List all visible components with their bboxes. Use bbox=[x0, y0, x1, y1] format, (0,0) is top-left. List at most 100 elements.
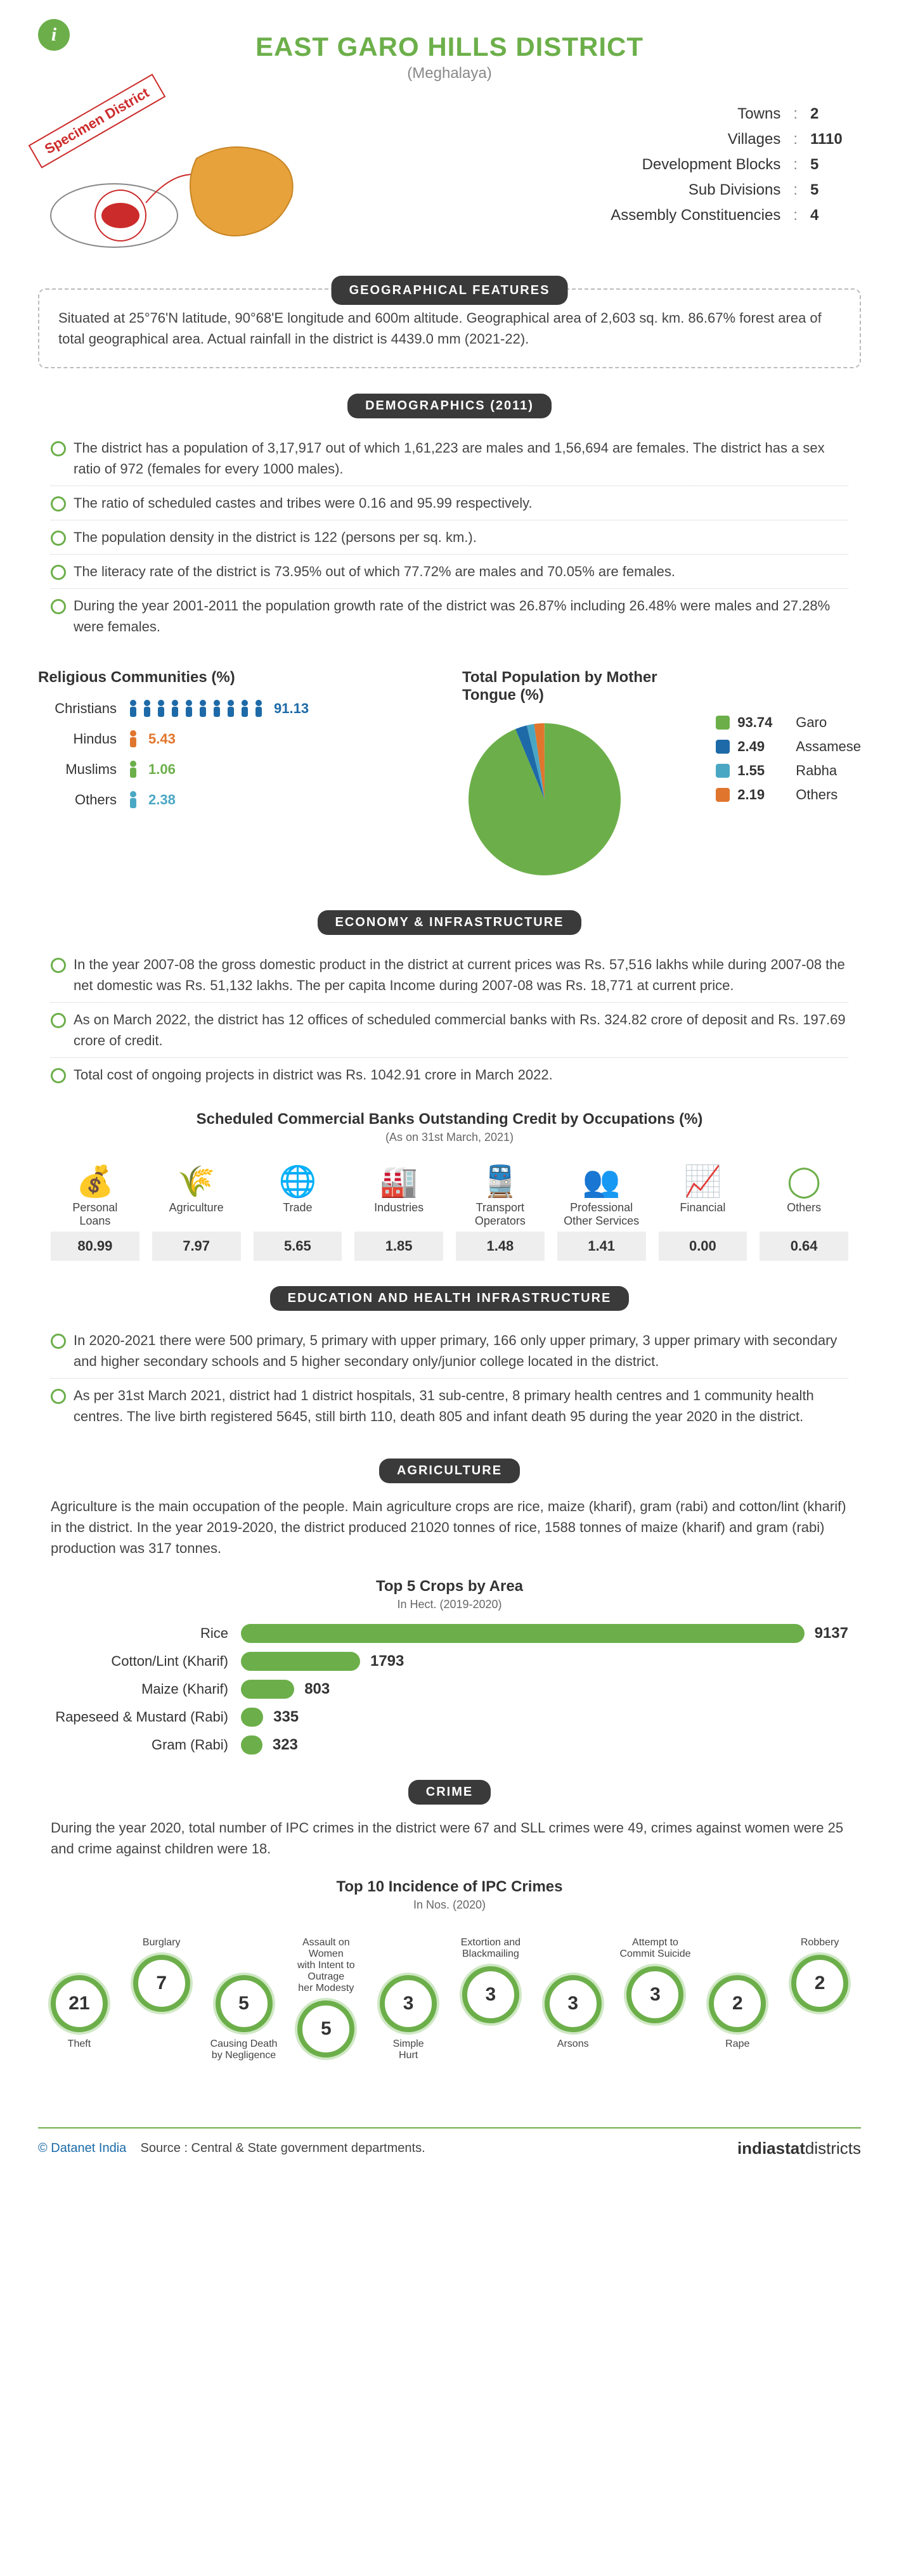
bullet-item: The population density in the district i… bbox=[51, 520, 848, 555]
pictogram-value: 91.13 bbox=[274, 700, 309, 717]
bar-label: Rice bbox=[51, 1625, 241, 1642]
crime-chain-title: Top 10 Incidence of IPC Crimes bbox=[38, 1878, 861, 1896]
pictogram-label: Christians bbox=[38, 700, 127, 717]
credit-label: Financial bbox=[659, 1201, 747, 1232]
agri-icon: 🌾 bbox=[152, 1163, 241, 1201]
credit-value: 7.97 bbox=[152, 1232, 241, 1261]
bar-value: 1793 bbox=[370, 1652, 404, 1670]
credit-cell: 🌐Trade5.65 bbox=[254, 1163, 342, 1261]
credit-cell: 🏭Industries1.85 bbox=[354, 1163, 443, 1261]
person-icon bbox=[197, 699, 209, 718]
industry-icon: 🏭 bbox=[354, 1163, 443, 1201]
crime-circle: 3 bbox=[462, 1966, 519, 2023]
credit-cell: ◯Others0.64 bbox=[760, 1163, 848, 1261]
bar-row: Cotton/Lint (Kharif)1793 bbox=[51, 1652, 848, 1671]
prof-icon: 👥 bbox=[557, 1163, 646, 1201]
credit-value: 0.00 bbox=[659, 1232, 747, 1261]
credit-label: Industries bbox=[354, 1201, 443, 1232]
legend-swatch bbox=[716, 764, 730, 778]
district-title: EAST GARO HILLS DISTRICT bbox=[38, 32, 861, 62]
legend-label: Rabha bbox=[796, 763, 837, 779]
others-icon: ◯ bbox=[760, 1163, 848, 1201]
person-icon bbox=[183, 699, 195, 718]
legend-label: Garo bbox=[796, 714, 827, 731]
stat-value: 5 bbox=[810, 156, 861, 174]
agriculture-text: Agriculture is the main occupation of th… bbox=[38, 1496, 861, 1559]
stat-row: Villages:1110 bbox=[330, 127, 861, 152]
bullet-item: In the year 2007-08 the gross domestic p… bbox=[51, 948, 848, 1003]
crime-node: 3Arsons bbox=[532, 1937, 614, 2050]
mothertongue-pie: Total Population by Mother Tongue (%) bbox=[462, 669, 701, 885]
crime-label: Extortion and Blackmailing bbox=[450, 1937, 532, 1960]
crime-node: Burglary7 bbox=[120, 1937, 203, 2050]
person-icon bbox=[252, 699, 265, 718]
pictogram-row: Muslims1.06 bbox=[38, 760, 437, 779]
mothertongue-col: Total Population by Mother Tongue (%) 93… bbox=[462, 669, 861, 885]
credit-label: Agriculture bbox=[152, 1201, 241, 1232]
economy-bullets: In the year 2007-08 the gross domestic p… bbox=[38, 948, 861, 1092]
stat-row: Development Blocks:5 bbox=[330, 152, 861, 177]
credit-value: 1.48 bbox=[456, 1232, 545, 1261]
bullet-item: The literacy rate of the district is 73.… bbox=[51, 555, 848, 589]
bullet-item: As per 31st March 2021, district had 1 d… bbox=[51, 1379, 848, 1433]
trade-icon: 🌐 bbox=[254, 1163, 342, 1201]
pictogram-row: Christians 91.13 bbox=[38, 699, 437, 718]
bullet-item: In 2020-2021 there were 500 primary, 5 p… bbox=[51, 1323, 848, 1379]
stat-row: Towns:2 bbox=[330, 101, 861, 127]
crime-circle: 2 bbox=[709, 1975, 766, 2032]
credit-label: Trade bbox=[254, 1201, 342, 1232]
crime-circle: 2 bbox=[791, 1955, 848, 2012]
bar-value: 803 bbox=[304, 1680, 330, 1698]
stat-label: Villages bbox=[565, 131, 780, 148]
stat-row: Assembly Constituencies:4 bbox=[330, 203, 861, 228]
stat-row: Sub Divisions:5 bbox=[330, 177, 861, 203]
footer: © Datanet India Source : Central & State… bbox=[38, 2127, 861, 2158]
crime-label: Arsons bbox=[532, 2038, 614, 2050]
section-pill-geographical: GEOGRAPHICAL FEATURES bbox=[332, 276, 568, 305]
credit-title: Scheduled Commercial Banks Outstanding C… bbox=[38, 1111, 861, 1128]
section-pill-economy: ECONOMY & INFRASTRUCTURE bbox=[318, 910, 582, 935]
legend-value: 93.74 bbox=[737, 714, 788, 731]
crime-circle: 7 bbox=[133, 1955, 190, 2012]
bullet-item: During the year 2001-2011 the population… bbox=[51, 589, 848, 643]
geographical-text: Situated at 25°76'N latitude, 90°68'E lo… bbox=[58, 310, 822, 347]
person-icon bbox=[155, 699, 167, 718]
crime-label: Theft bbox=[38, 2038, 120, 2050]
person-icon bbox=[238, 699, 251, 718]
stat-label: Development Blocks bbox=[565, 156, 780, 174]
legend-row: 1.55Rabha bbox=[716, 763, 861, 779]
info-header: EAST GARO HILLS DISTRICT (Meghalaya) bbox=[38, 19, 861, 82]
crime-circle: 21 bbox=[51, 1975, 108, 2032]
bar-fill bbox=[241, 1652, 360, 1671]
section-pill-demographics: DEMOGRAPHICS (2011) bbox=[347, 394, 552, 418]
credit-value: 1.85 bbox=[354, 1232, 443, 1261]
map-box: Specimen District bbox=[38, 101, 304, 269]
credit-cell: 🚆TransportOperators1.48 bbox=[456, 1163, 545, 1261]
crime-node: 21 Theft bbox=[38, 1937, 120, 2050]
district-subtitle: (Meghalaya) bbox=[38, 65, 861, 82]
demographics-charts: Religious Communities (%) Christians 91.1… bbox=[38, 669, 861, 885]
person-icon bbox=[127, 790, 139, 809]
credit-label: TransportOperators bbox=[456, 1201, 545, 1232]
crime-label: Assault on Women with Intent to Outrage … bbox=[285, 1937, 367, 1994]
header-stats: Towns:2Villages:1110Development Blocks:5… bbox=[330, 101, 861, 269]
bar-row: Rapeseed & Mustard (Rabi)335 bbox=[51, 1708, 848, 1727]
mothertongue-title: Total Population by Mother Tongue (%) bbox=[462, 669, 701, 704]
stat-label: Assembly Constituencies bbox=[565, 207, 780, 224]
legend-label: Others bbox=[796, 787, 838, 803]
credit-cell: 👥ProfessionalOther Services1.41 bbox=[557, 1163, 646, 1261]
person-icon bbox=[210, 699, 223, 718]
pictogram-label: Others bbox=[38, 792, 127, 808]
crime-circle: 5 bbox=[216, 1975, 273, 2032]
section-pill-education: EDUCATION AND HEALTH INFRASTRUCTURE bbox=[270, 1286, 630, 1311]
crime-node: Assault on Women with Intent to Outrage … bbox=[285, 1937, 367, 2096]
bar-value: 323 bbox=[273, 1736, 298, 1754]
religious-title: Religious Communities (%) bbox=[38, 669, 437, 686]
demographics-bullets: The district has a population of 3,17,91… bbox=[38, 431, 861, 643]
bar-fill bbox=[241, 1680, 294, 1699]
credit-label: Others bbox=[760, 1201, 848, 1232]
credit-value: 0.64 bbox=[760, 1232, 848, 1261]
crime-label: Rape bbox=[696, 2038, 779, 2050]
bar-row: Maize (Kharif)803 bbox=[51, 1680, 848, 1699]
person-icon bbox=[127, 730, 139, 749]
